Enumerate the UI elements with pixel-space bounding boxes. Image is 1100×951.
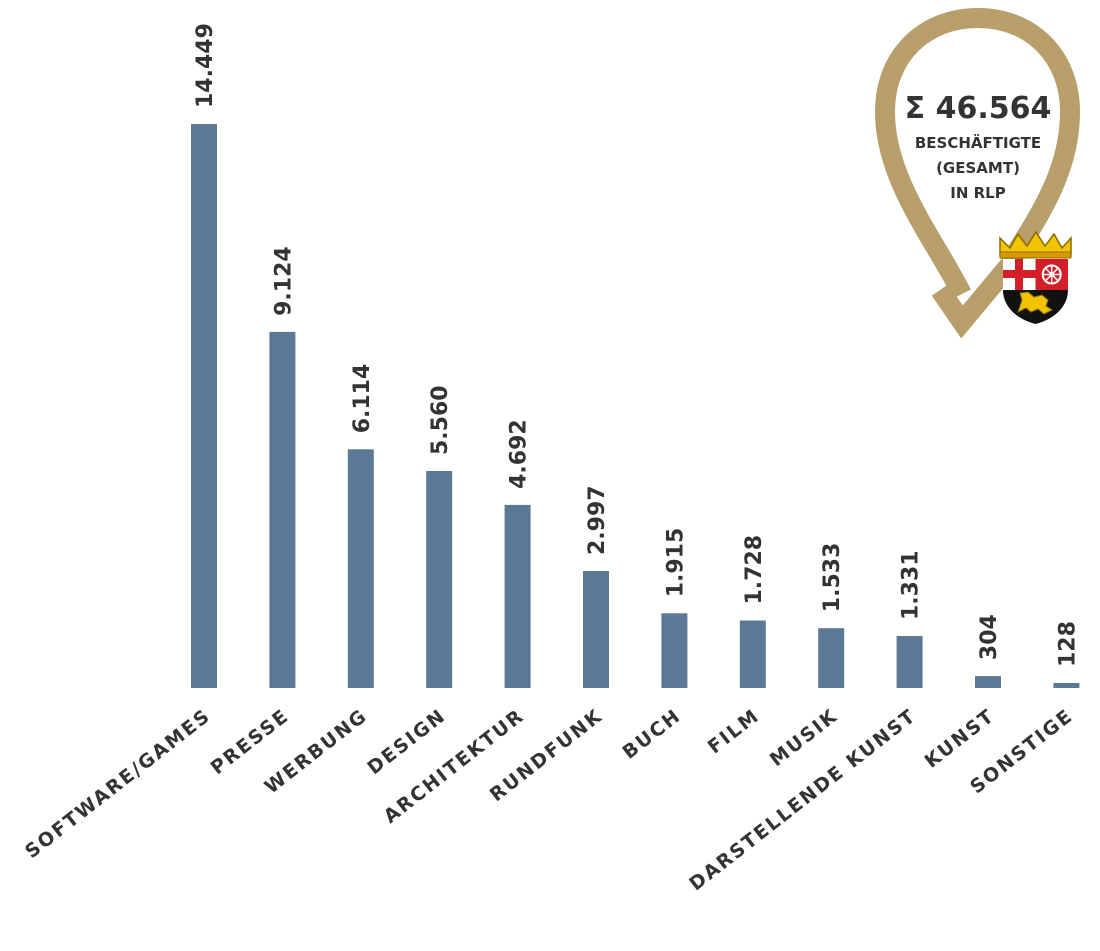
bar <box>347 449 374 688</box>
value-label: 128 <box>1055 621 1080 667</box>
value-label: 6.114 <box>350 364 375 434</box>
category-label: SOFTWARE/GAMES <box>21 705 215 863</box>
category-labels-layer: SOFTWARE/GAMESPRESSEWERBUNGDESIGNARCHITE… <box>21 705 1077 896</box>
value-label: 304 <box>977 614 1002 660</box>
value-label: 1.533 <box>820 543 845 613</box>
bar <box>426 471 453 688</box>
value-label: 2.997 <box>585 485 610 555</box>
bar <box>269 331 296 688</box>
badge-line-2: (GESAMT) <box>936 159 1020 177</box>
bar <box>896 636 923 688</box>
bar <box>818 628 845 688</box>
category-label: KUNST <box>921 705 999 773</box>
category-label: MUSIK <box>766 705 842 771</box>
bar <box>661 613 688 688</box>
value-label: 4.692 <box>507 419 532 489</box>
category-label: BUCH <box>619 705 686 764</box>
value-label: 14.449 <box>193 23 218 108</box>
category-label: ARCHITEKTUR <box>380 705 529 828</box>
category-label: FILM <box>704 705 764 759</box>
badge-line-1: BESCHÄFTIGTE <box>915 133 1041 152</box>
rlp-coat-of-arms-icon <box>999 230 1072 324</box>
bar <box>739 620 766 688</box>
value-label: 1.728 <box>742 535 767 605</box>
bar <box>504 504 531 688</box>
bar <box>975 676 1001 688</box>
total-badge: Σ 46.564 BESCHÄFTIGTE (GESAMT) IN RLP <box>874 7 1081 339</box>
value-label: 5.560 <box>428 385 453 455</box>
bar <box>583 571 609 688</box>
bars-layer <box>191 124 1080 688</box>
badge-line-3: IN RLP <box>950 184 1005 202</box>
badge-check <box>931 255 1020 339</box>
bar <box>191 124 217 688</box>
bar <box>1053 683 1080 688</box>
badge-total: Σ 46.564 <box>905 91 1052 126</box>
value-label: 9.124 <box>271 246 296 316</box>
value-label: 1.331 <box>899 550 924 620</box>
value-label: 1.915 <box>663 528 688 598</box>
value-labels-layer: 14.449 9.124 6.114 5.560 4.692 2.997 1.915 1.72… <box>193 23 1080 667</box>
badge-ring <box>874 7 1081 299</box>
